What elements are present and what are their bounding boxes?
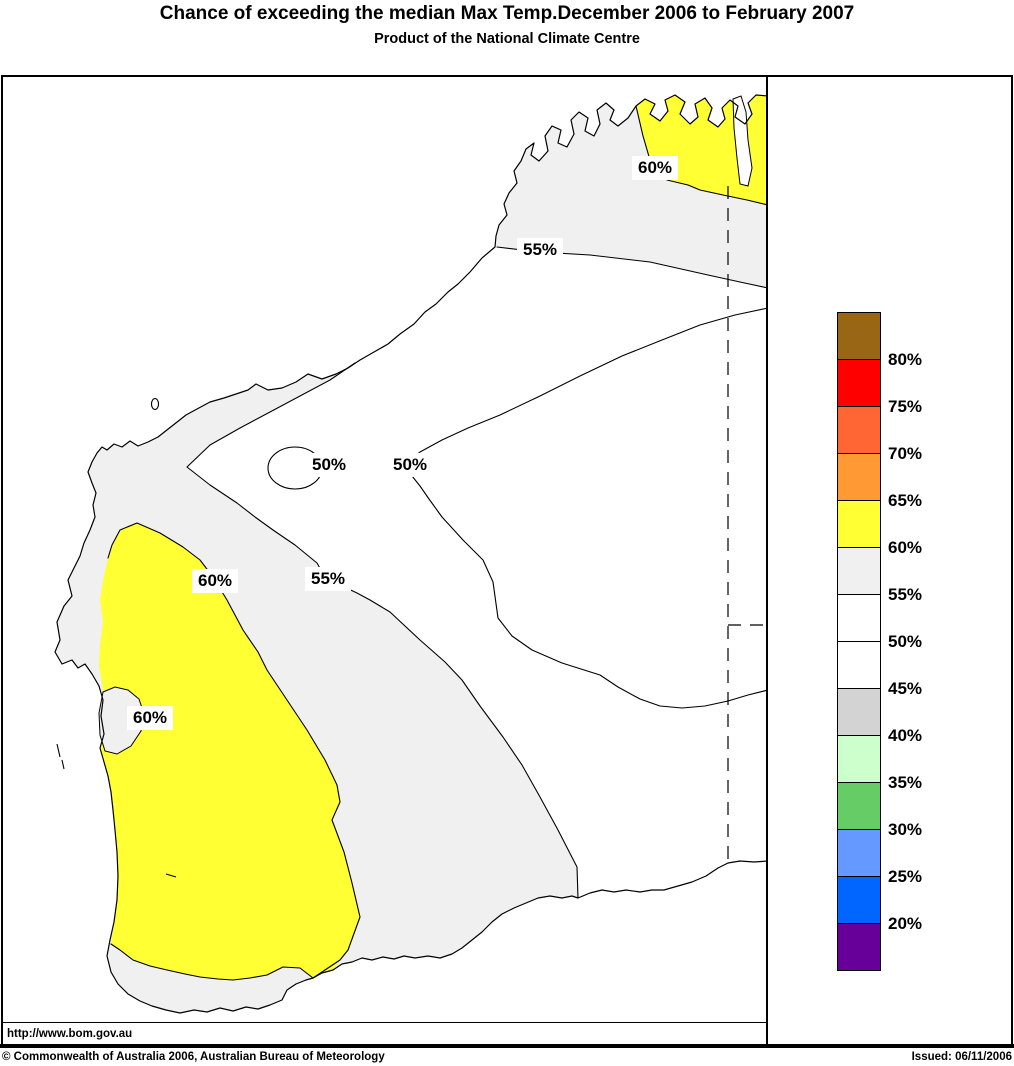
- contour-60-southcoast: [110, 943, 314, 981]
- bom-url-text: http://www.bom.gov.au: [7, 1028, 133, 1040]
- island-speck-3: [165, 873, 177, 878]
- contour-label: 55%: [517, 238, 563, 262]
- contour-50-large: [407, 307, 766, 709]
- wa-probability-map: [54, 94, 766, 1014]
- legend-box: [837, 594, 881, 642]
- island-speck-2: [61, 759, 65, 770]
- page-subtitle: Product of the National Climate Centre: [374, 31, 640, 47]
- legend-box: [837, 453, 881, 501]
- page-title: Chance of exceeding the median Max Temp.…: [159, 3, 855, 24]
- issued-date-text: Issued: 06/11/2006: [911, 1051, 1012, 1063]
- legend-label: 20%: [888, 914, 923, 933]
- frame-right: [1011, 75, 1013, 1046]
- map-legend-divider: [766, 75, 768, 1045]
- frame-left: [1, 75, 3, 1046]
- legend-label: 65%: [888, 491, 923, 510]
- frame-top: [1, 75, 1013, 77]
- legend-label: 30%: [888, 820, 923, 839]
- legend-label: 80%: [888, 350, 923, 369]
- legend-box: [837, 312, 881, 360]
- legend-label: 55%: [888, 585, 923, 604]
- legend-box: [837, 829, 881, 877]
- legend-box: [837, 500, 881, 548]
- legend-box: [837, 359, 881, 407]
- copyright-text: © Commonwealth of Australia 2006, Austra…: [2, 1051, 385, 1063]
- legend-box: [837, 688, 881, 736]
- legend-box: [837, 641, 881, 689]
- contour-label: 50%: [387, 453, 433, 477]
- region-southwest-60-65: [99, 523, 360, 980]
- contour-label: 60%: [192, 569, 238, 593]
- legend-box: [837, 782, 881, 830]
- contour-label: 60%: [632, 156, 678, 180]
- legend-label: 35%: [888, 773, 923, 792]
- legend-color-scale: [837, 312, 881, 971]
- contour-label: 50%: [306, 453, 352, 477]
- region-pocket-55-60: [98, 686, 145, 755]
- legend-label: 75%: [888, 397, 923, 416]
- barrow-island: [150, 397, 160, 411]
- legend-label: 70%: [888, 444, 923, 463]
- contour-label: 60%: [127, 706, 173, 730]
- map-bottom-thin-line: [1, 1022, 766, 1023]
- contour-60-southwest: [107, 522, 361, 979]
- legend-label: 60%: [888, 538, 923, 557]
- legend-box: [837, 547, 881, 595]
- island-speck-1: [56, 743, 61, 758]
- contour-60-kimberley: [635, 105, 766, 206]
- legend-box: [837, 876, 881, 924]
- legend-label: 40%: [888, 726, 923, 745]
- legend-box: [837, 735, 881, 783]
- legend-box: [837, 406, 881, 454]
- coastline: [54, 94, 766, 1014]
- legend-box: [837, 923, 881, 971]
- legend-label: 25%: [888, 867, 923, 886]
- legend-label: 50%: [888, 632, 923, 651]
- legend-label: 45%: [888, 679, 923, 698]
- contour-label: 55%: [305, 567, 351, 591]
- frame-bottom-thick: [0, 1044, 1014, 1048]
